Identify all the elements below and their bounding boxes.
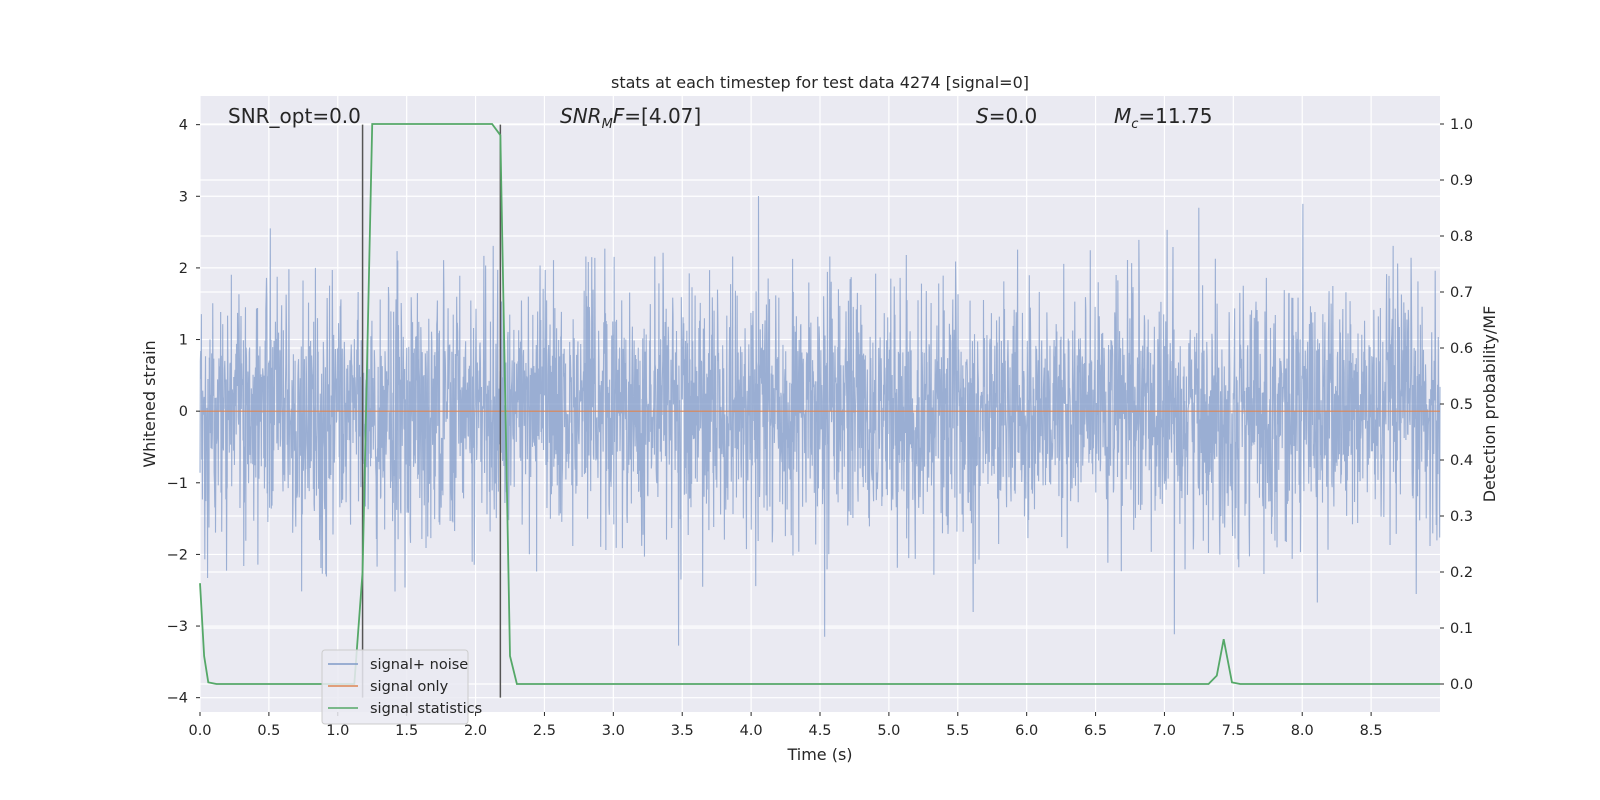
right-y-tick-label: 0.5: [1450, 397, 1473, 413]
x-tick-label: 6.0: [1015, 723, 1038, 739]
y-tick-label: −2: [167, 547, 188, 563]
signal-statistics-series: [199, 123, 1440, 685]
x-tick-label: 1.5: [395, 723, 418, 739]
right-y-tick-label: 0.4: [1450, 453, 1473, 469]
legend-label-statistics: signal statistics: [370, 701, 482, 717]
event-markers: [361, 124, 502, 698]
annotation-s: S=0.0: [976, 104, 1037, 128]
right-y-tick-label: 0.8: [1450, 229, 1473, 245]
x-axis-label: Time (s): [786, 745, 852, 764]
y-tick-label: −4: [167, 691, 188, 707]
x-tick-label: 0.0: [188, 723, 211, 739]
right-y-tick-label: 0.0: [1450, 677, 1473, 693]
x-tick-label: 4.0: [740, 723, 763, 739]
x-tick-label: 8.0: [1291, 723, 1314, 739]
x-tick-label: 2.5: [533, 723, 556, 739]
x-tick-label: 8.5: [1360, 723, 1383, 739]
legend-box: [321, 649, 469, 725]
y-tick-label: 1: [179, 333, 188, 349]
x-tick-label: 5.5: [946, 723, 969, 739]
right-y-tick-label: 1.0: [1450, 117, 1473, 133]
annotation-mc-sub: c: [1131, 117, 1138, 132]
x-tick-label: 1.0: [326, 723, 349, 739]
x-tick-label: 3.5: [671, 723, 694, 739]
annotation-snr-mf: SNRMF=[4.07]: [560, 104, 701, 132]
annotation-snr-opt: SNR_opt=0.0: [228, 104, 361, 128]
signal-statistics-line: [199, 123, 1440, 685]
y-tick-label: 3: [179, 189, 188, 205]
right-y-tick-label: 0.9: [1450, 173, 1473, 189]
x-tick-label: 6.5: [1084, 723, 1107, 739]
x-tick-label: 7.0: [1153, 723, 1176, 739]
y-axis-label: Whitened strain: [140, 340, 159, 467]
y-tick-label: 2: [179, 261, 188, 277]
y-tick-label: −3: [167, 619, 188, 635]
x-tick-label: 4.5: [808, 723, 831, 739]
signal-noise-series: [199, 195, 1441, 646]
annotation-snr-mf-value: =[4.07]: [624, 104, 701, 128]
annotation-snr-mf-pre: SNR: [560, 104, 602, 128]
legend-label-noise: signal+ noise: [370, 657, 468, 673]
y-tick-label: 0: [179, 404, 188, 420]
y-axis-ticks: 4 3 2 1 0 −1 −2 −3 −4: [167, 118, 200, 707]
x-tick-label: 0.5: [257, 723, 280, 739]
x-tick-label: 7.5: [1222, 723, 1245, 739]
annotation-mc-value: =11.75: [1138, 104, 1212, 128]
y-tick-label: −1: [167, 476, 188, 492]
right-y-axis-label: Detection probability/MF: [1480, 306, 1499, 503]
annotation-mc-pre: M: [1114, 104, 1131, 128]
x-tick-label: 5.0: [877, 723, 900, 739]
annotation-mc: Mc=11.75: [1114, 104, 1212, 132]
x-axis-ticks: 0.0 0.5 1.0 1.5 2.0 2.5 3.0 3.5 4.0 4.5 5.0 5.5 6.0 6…: [188, 712, 1383, 739]
right-y-tick-label: 0.6: [1450, 341, 1473, 357]
annotation-snr-mf-sub: M: [602, 117, 613, 132]
right-y-tick-label: 0.7: [1450, 285, 1473, 301]
right-y-tick-label: 0.1: [1450, 621, 1473, 637]
legend-label-signal-only: signal only: [370, 679, 449, 695]
x-tick-label: 3.0: [602, 723, 625, 739]
right-y-axis-ticks: 1.0 0.9 0.8 0.7 0.6 0.5 0.4 0.3 0.2 0.1 0.0: [1440, 117, 1473, 693]
signal-noise-line: [199, 195, 1441, 646]
annotation-s-value: =0.0: [989, 104, 1038, 128]
right-y-tick-label: 0.2: [1450, 565, 1473, 581]
annotation-snr-mf-post: F: [613, 104, 625, 128]
y-tick-label: 4: [179, 118, 188, 134]
annotation-s-pre: S: [976, 104, 989, 128]
chart-title: stats at each timestep for test data 427…: [611, 73, 1029, 92]
legend: signal+ noise signal only signal statist…: [321, 649, 482, 725]
x-tick-label: 2.0: [464, 723, 487, 739]
right-y-tick-label: 0.3: [1450, 509, 1473, 525]
